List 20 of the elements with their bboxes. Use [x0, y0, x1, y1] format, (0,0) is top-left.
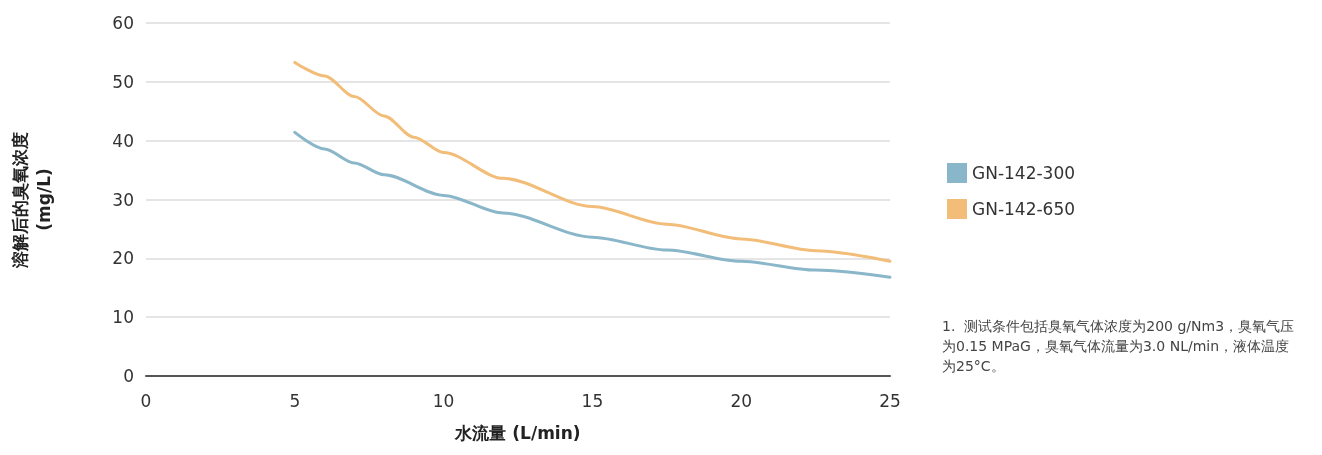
x-axis-title: 水流量 (L/min) [454, 422, 581, 443]
x-tick-label: 5 [289, 390, 301, 411]
x-tick-label: 25 [879, 390, 901, 411]
line-series [293, 130, 892, 279]
legend-label: GN-142-650 [972, 199, 1076, 219]
y-tick-label: 30 [112, 189, 134, 210]
legend-label: GN-142-300 [972, 163, 1076, 183]
x-tick-label: 20 [730, 390, 753, 411]
line-series [293, 60, 892, 263]
y-tick-label: 60 [112, 13, 134, 33]
y-tick-label: 0 [123, 366, 134, 386]
text: 1. 测试条件包括臭氧气体浓度为200 g/Nm3，臭氧气压为0.15 MPaG，臭氧气体流量为3.0 NL/min，液体温度为25°C。 [942, 318, 1295, 374]
y-tick-label: 40 [112, 130, 134, 151]
y-tick-label: 20 [112, 248, 134, 269]
y-axis-title: 溶解后的臭氧浓度 (mg/L) [10, 131, 54, 269]
y-tick-label: 10 [112, 307, 134, 328]
y-tick-label: 50 [112, 71, 134, 92]
x-tick-label: 15 [581, 390, 604, 411]
x-tick-label: 0 [140, 390, 152, 411]
x-tick-label: 10 [432, 390, 455, 411]
